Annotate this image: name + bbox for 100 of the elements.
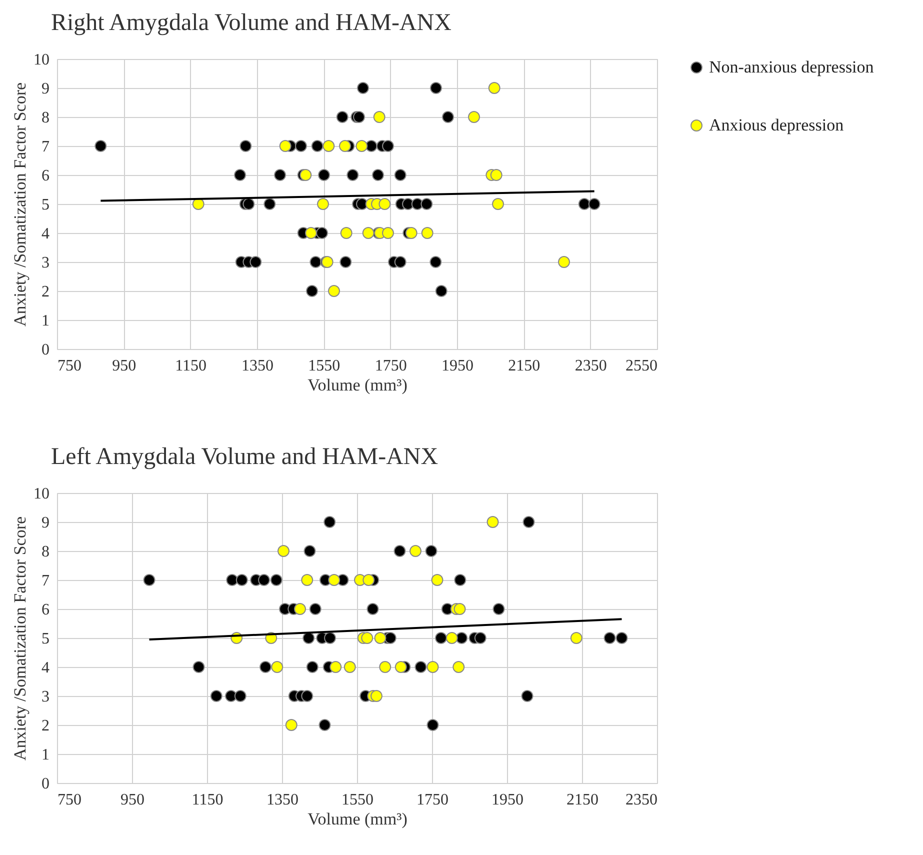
x-tick-label: 950 xyxy=(120,792,144,808)
x-tick-label: 950 xyxy=(112,358,136,374)
point xyxy=(340,227,352,239)
point xyxy=(305,227,317,239)
point xyxy=(274,169,286,181)
x-tick-label: 1150 xyxy=(175,358,207,374)
point xyxy=(322,140,335,152)
y-tick-label: 6 xyxy=(42,602,50,618)
point xyxy=(250,256,262,268)
point xyxy=(394,256,406,268)
point xyxy=(328,285,340,297)
y-tick-label: 7 xyxy=(42,572,50,590)
x-tick-label: 2150 xyxy=(566,792,598,808)
y-tick-label: 2 xyxy=(42,284,50,300)
y-tick-label: 8 xyxy=(42,544,50,560)
y-tick-label: 3 xyxy=(42,254,50,272)
x-tick-label: 750 xyxy=(58,358,82,374)
point xyxy=(356,140,368,152)
y-tick-label: 3 xyxy=(42,688,50,706)
point xyxy=(279,140,292,152)
point xyxy=(468,111,480,123)
point xyxy=(373,111,386,123)
x-tick-label: 2350 xyxy=(574,358,607,374)
legend-label: Anxious depression xyxy=(709,116,844,134)
y-tick-label: 8 xyxy=(42,110,50,126)
y-tick-label: 9 xyxy=(42,514,50,532)
point xyxy=(306,285,318,297)
point xyxy=(240,140,252,152)
point xyxy=(421,227,434,239)
point xyxy=(357,82,369,94)
point xyxy=(405,227,418,239)
y-tick-label: 0 xyxy=(42,776,50,792)
y-tick-label: 7 xyxy=(42,138,50,156)
x-tick-label: 1950 xyxy=(442,358,474,374)
y-tick-label: 2 xyxy=(42,718,50,734)
point xyxy=(382,140,394,152)
y-tick-label: 9 xyxy=(42,80,50,98)
x-tick-label: 1550 xyxy=(308,358,340,374)
x-tick-label: 2150 xyxy=(508,358,540,374)
point xyxy=(488,82,500,94)
point xyxy=(558,256,570,268)
point xyxy=(362,227,374,239)
point xyxy=(339,140,351,152)
point xyxy=(378,198,391,210)
point xyxy=(442,111,454,123)
x-tick-label: 2550 xyxy=(626,358,658,374)
y-tick-label: 5 xyxy=(42,630,50,648)
x-tick-label: 1350 xyxy=(242,358,274,374)
point xyxy=(318,169,330,181)
point xyxy=(94,140,107,152)
point xyxy=(353,111,365,123)
point xyxy=(300,169,312,181)
chart-title: Right Amygdala Volume and HAM-ANX xyxy=(51,10,452,36)
y-tick-label: 10 xyxy=(34,486,50,502)
y-axis-title: Anxiety /Somatization Factor Score xyxy=(10,516,30,761)
point xyxy=(316,227,328,239)
x-tick-label: 1550 xyxy=(342,792,374,808)
point xyxy=(420,198,433,210)
y-tick-label: 1 xyxy=(42,746,50,764)
x-axis-title: Volume (mm³) xyxy=(308,810,408,828)
y-tick-label: 4 xyxy=(42,660,50,676)
y-tick-label: 1 xyxy=(42,312,50,330)
y-tick-label: 5 xyxy=(42,196,50,214)
y-tick-label: 0 xyxy=(42,342,50,358)
y-tick-label: 6 xyxy=(42,168,50,184)
point xyxy=(295,140,307,152)
point xyxy=(317,198,329,210)
point xyxy=(492,198,504,210)
x-tick-label: 2350 xyxy=(626,792,658,808)
x-tick-label: 750 xyxy=(58,792,82,808)
chart-title: Left Amygdala Volume and HAM-ANX xyxy=(51,444,438,470)
point xyxy=(346,169,359,181)
x-tick-label: 1150 xyxy=(192,792,224,808)
point xyxy=(490,169,502,181)
point xyxy=(382,227,394,239)
point xyxy=(192,198,204,210)
point xyxy=(311,140,324,152)
point xyxy=(588,198,600,210)
point xyxy=(365,140,378,152)
point xyxy=(310,256,322,268)
point xyxy=(340,256,352,268)
point xyxy=(234,169,246,181)
point xyxy=(578,198,590,210)
y-axis-title: Anxiety /Somatization Factor Score xyxy=(10,82,30,327)
y-tick-label: 10 xyxy=(34,52,50,68)
x-tick-label: 1750 xyxy=(416,792,448,808)
point xyxy=(430,256,442,268)
x-tick-label: 1350 xyxy=(266,792,298,808)
x-axis-title: Volume (mm³) xyxy=(308,376,408,394)
y-tick-label: 4 xyxy=(42,226,50,242)
x-tick-label: 1950 xyxy=(492,792,524,808)
point xyxy=(264,198,276,210)
point xyxy=(242,198,255,210)
point xyxy=(435,285,448,297)
point xyxy=(336,111,348,123)
point xyxy=(394,169,406,181)
legend-label: Non-anxious depression xyxy=(709,58,874,76)
x-tick-label: 1750 xyxy=(374,358,407,374)
point xyxy=(372,169,384,181)
point xyxy=(430,82,442,94)
